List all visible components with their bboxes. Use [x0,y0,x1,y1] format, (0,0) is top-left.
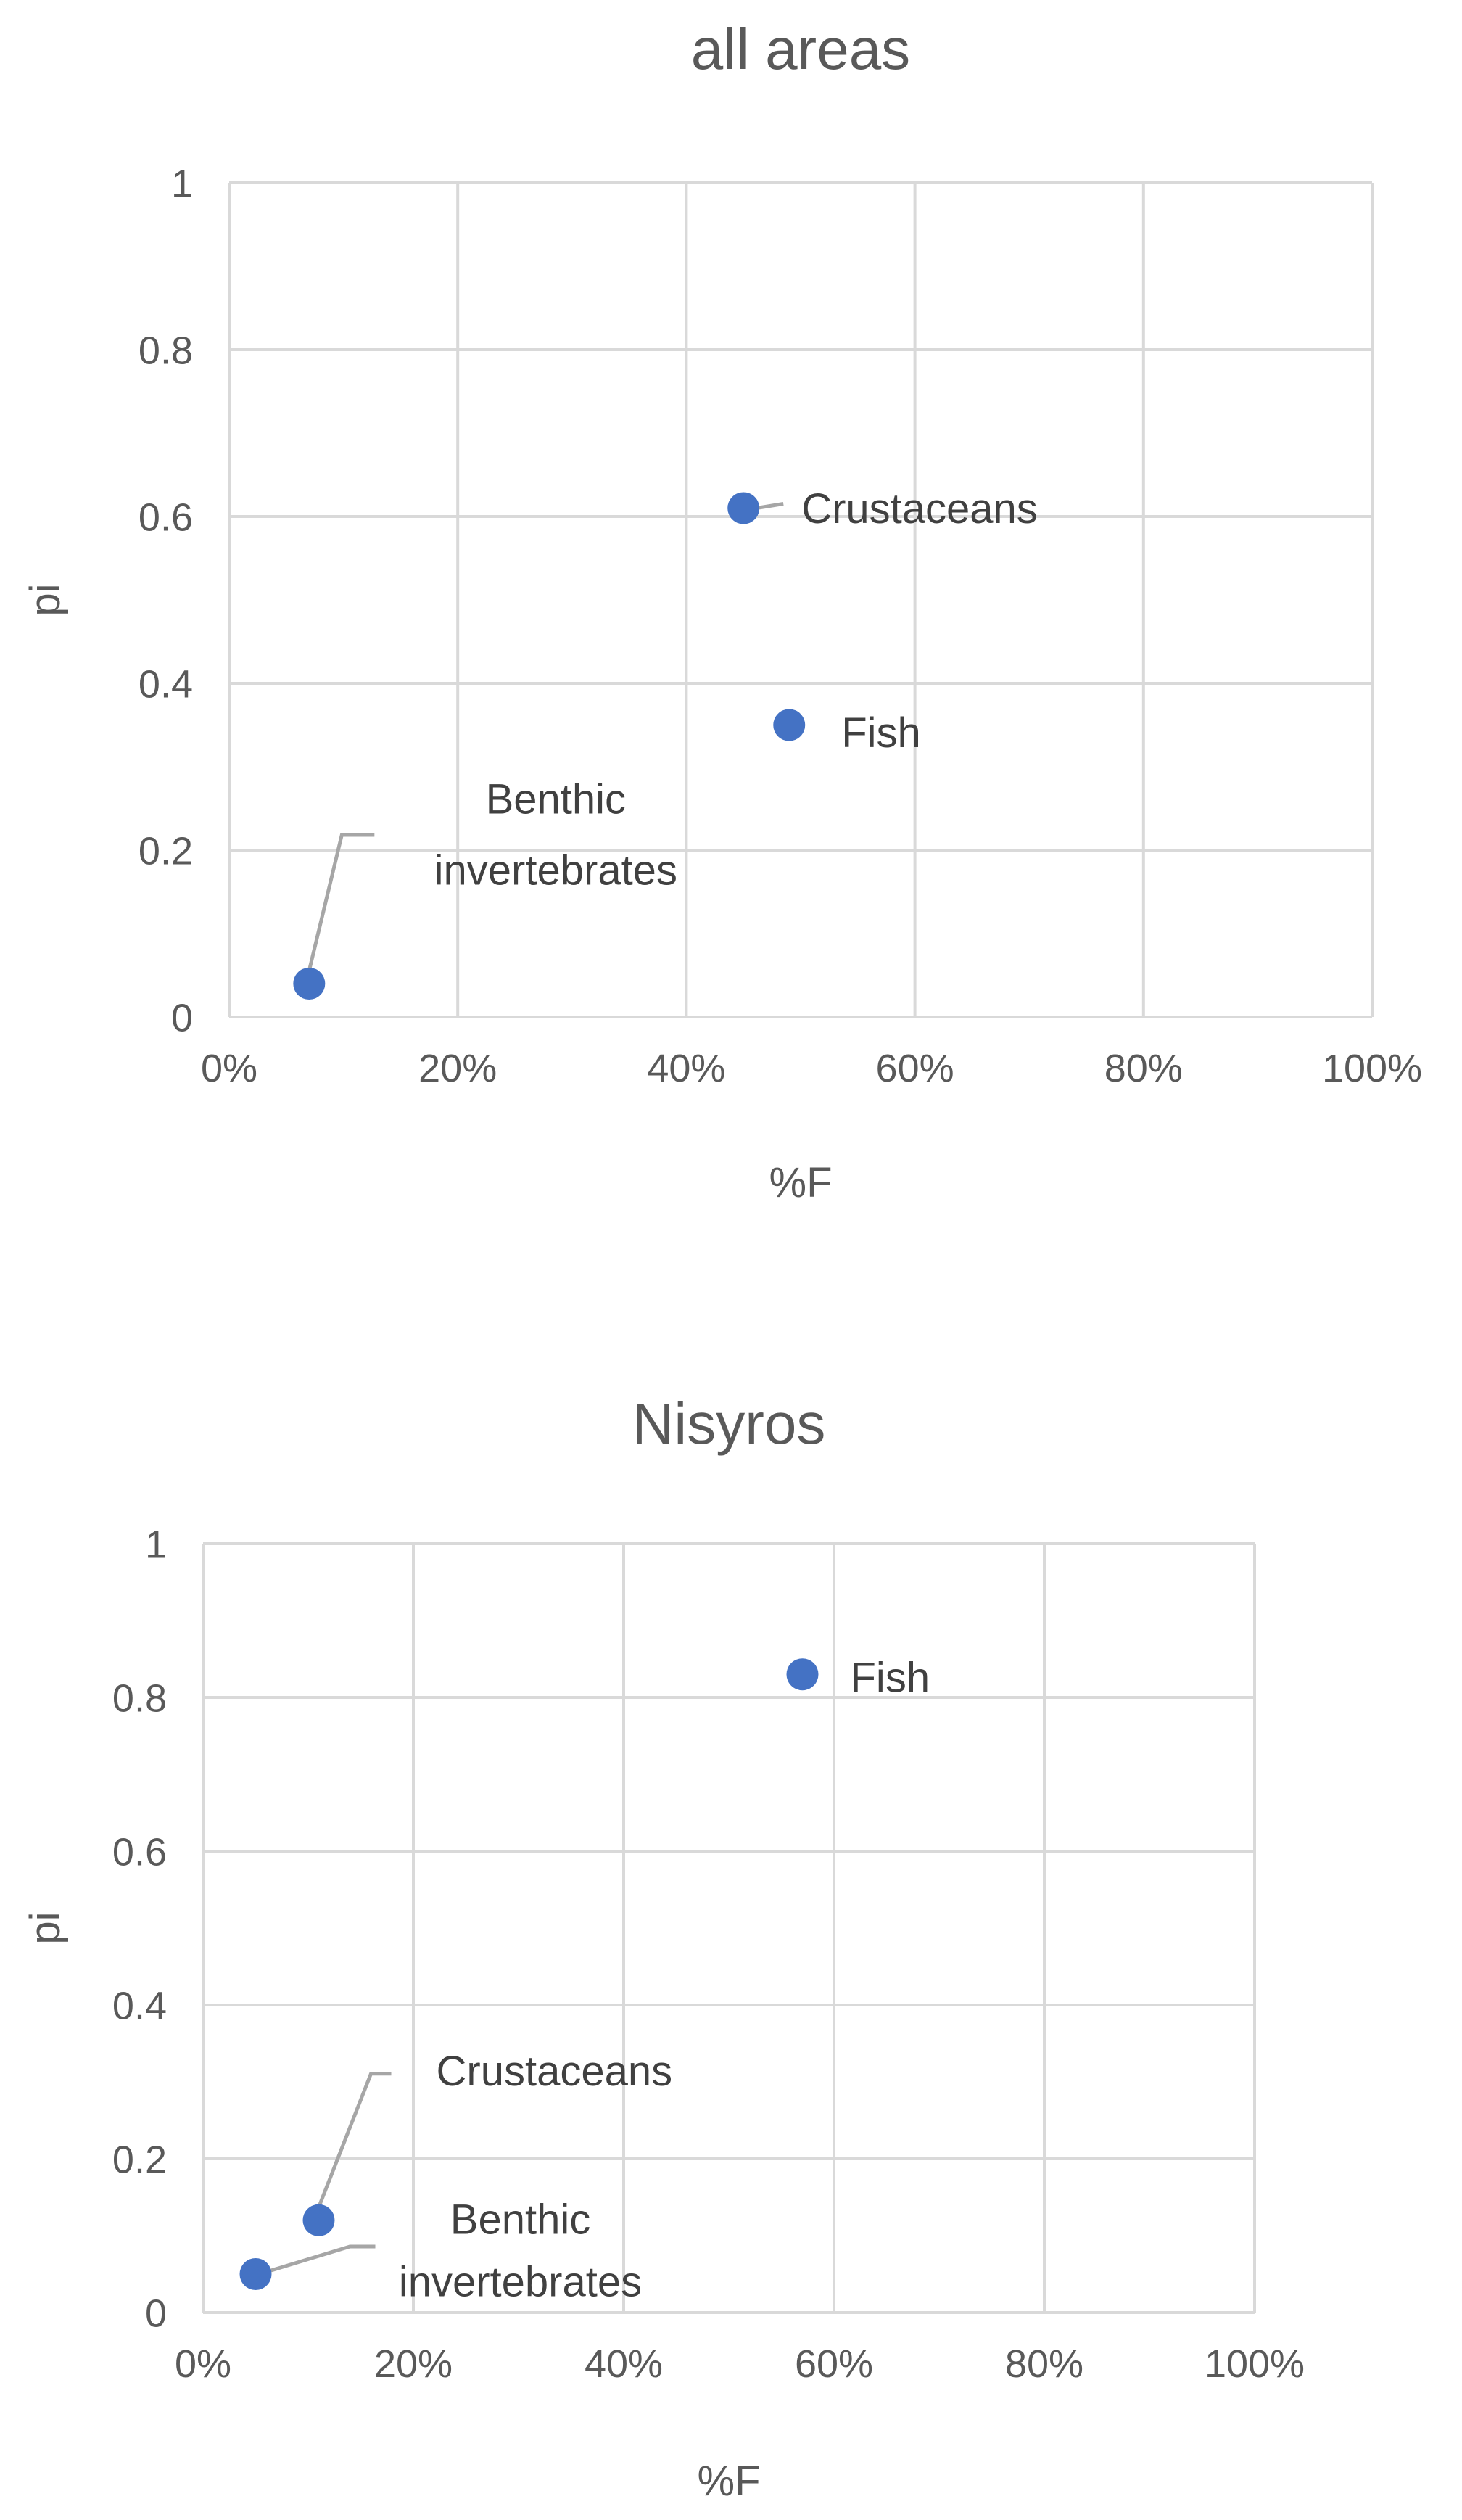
data-point-label: Fish [841,709,921,757]
chart-1: all areas 0% 20% 40% 60% 80% 100% 0 0.2 0.4 0.6 0.8… [22,17,1422,1206]
data-point-label: Benthic invertebrates [434,775,677,894]
x-tick-label: 0% [175,2342,231,2386]
y-tick-label: 1 [145,1523,167,1566]
label-leader-line [255,2244,376,2276]
label-leader-line [317,2072,392,2220]
label-leader-line [307,833,375,984]
y-tick-label: 0.4 [139,662,193,706]
data-point-marker [727,492,760,524]
x-tick-label: 80% [1005,2342,1083,2386]
x-tick-label: 80% [1104,1047,1183,1090]
y-tick-label: 0.6 [112,1830,167,1874]
x-tick-label: 40% [585,2342,663,2386]
x-tick-label: 20% [418,1047,497,1090]
x-tick-label: 100% [1322,1047,1422,1090]
x-axis-title: %F [769,1159,833,1206]
x-tick-label: 0% [201,1047,257,1090]
y-tick-label: 0 [145,2292,167,2335]
y-tick-label: 0.8 [112,1676,167,1720]
y-tick-label: 0.4 [112,1984,167,2027]
x-axis-title: %F [698,2458,761,2505]
y-axis-title: pi [22,583,69,616]
y-tick-label: 0.2 [112,2138,167,2181]
x-tick-label: 100% [1205,2342,1305,2386]
data-point-marker [786,1658,819,1691]
data-point-label: Benthic invertebrates [399,2196,642,2305]
data-point-label: Fish [851,1655,930,1702]
chart-title: Nisyros [632,1391,826,1456]
chart-2: Nisyros 0% 20% 40% 60% 80% 100% 0 0.2 0.4 0.6 0.8 1%… [22,1391,1305,2505]
data-point-label: Crustaceans [801,485,1038,532]
data-point-marker [773,709,806,741]
x-tick-label: 40% [647,1047,725,1090]
y-axis-title: pi [22,1911,69,1944]
y-tick-label: 0.6 [139,495,193,539]
x-tick-label: 60% [876,1047,954,1090]
y-tick-label: 1 [171,162,193,205]
y-tick-label: 0.2 [139,829,193,873]
data-point-marker [293,968,326,1000]
data-point-marker [239,2258,272,2290]
x-tick-label: 20% [374,2342,453,2386]
y-tick-label: 0.8 [139,329,193,372]
x-tick-label: 60% [795,2342,873,2386]
chart-title: all areas [691,17,910,81]
data-point-label: Crustaceans [437,2048,673,2095]
y-tick-label: 0 [171,996,193,1039]
data-point-marker [302,2204,335,2236]
